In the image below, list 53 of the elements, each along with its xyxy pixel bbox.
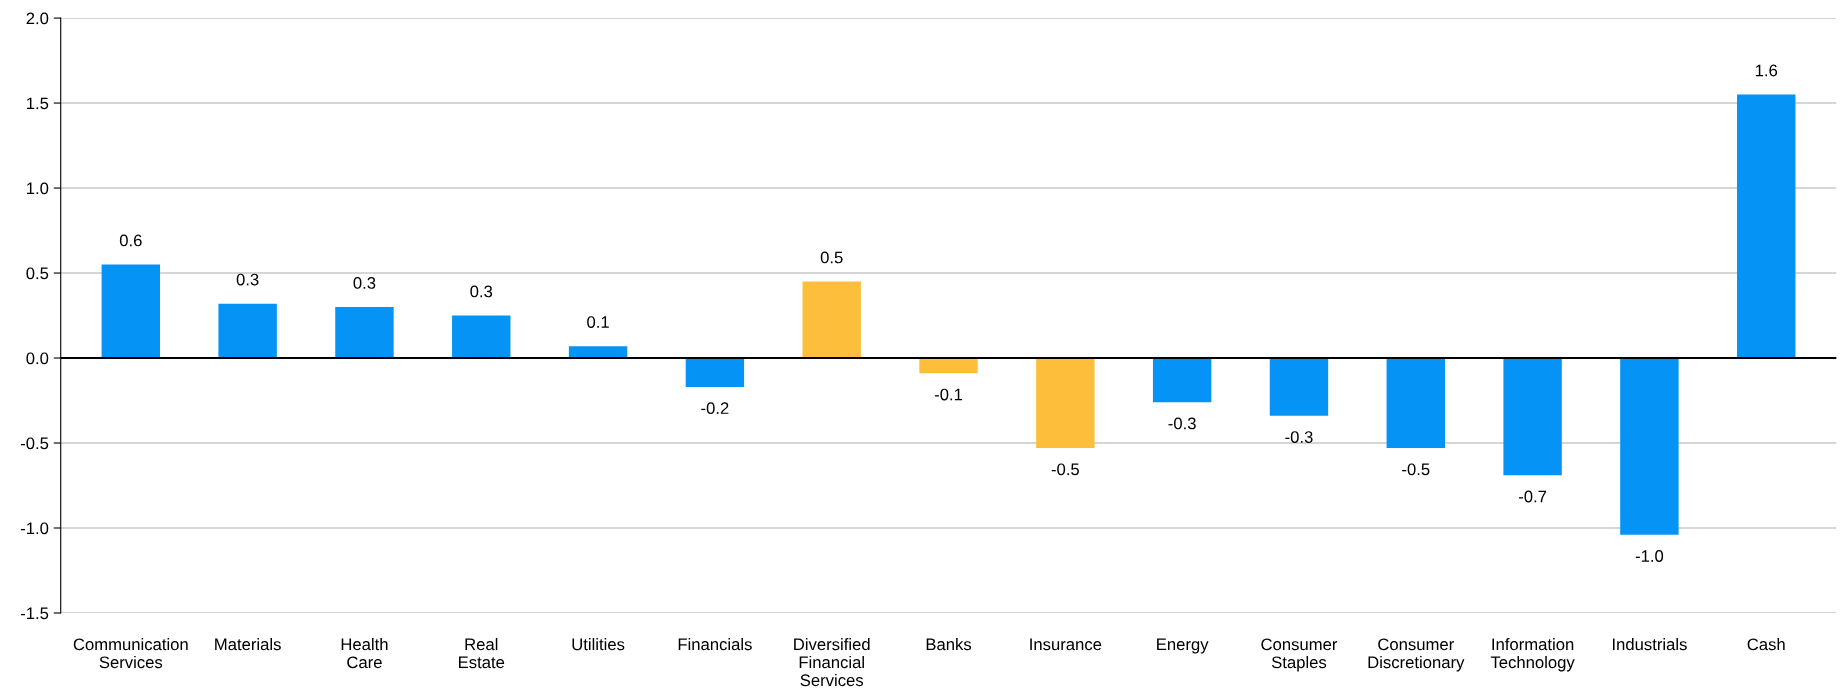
data-label: -0.5 [1402,463,1430,476]
y-tick-label: 2.0 [26,12,49,25]
x-tick-label: Cash [1747,637,1785,651]
data-label: 0.3 [236,273,259,286]
data-label: -0.5 [1051,463,1079,476]
x-tick-label: Utilities [572,637,625,651]
x-tick-label: Communication Services [73,637,188,669]
bar [1386,358,1445,449]
y-tick-label: -1.5 [20,607,49,620]
data-label: -0.2 [701,402,729,415]
y-tick-label: 0.5 [26,267,49,280]
bar [1620,358,1679,535]
x-tick-label: Financials [678,637,752,651]
bar [568,346,628,359]
bar [1269,358,1329,416]
x-tick-label: Information Technology [1490,637,1575,672]
y-tick-label: 0.0 [26,352,49,365]
bar [218,303,277,359]
x-tick-label: Real Estate [459,637,505,669]
data-label: -0.3 [1285,431,1313,443]
data-label: 0.3 [353,277,376,289]
bar [1503,358,1562,476]
x-tick-label: Insurance [1030,638,1102,651]
data-label: 0.1 [587,316,609,328]
data-label: -1.0 [1635,550,1664,562]
data-label: 0.3 [470,285,493,298]
data-label: -0.1 [934,388,963,401]
x-tick-label: Consumer Staples [1261,638,1338,672]
x-tick-label: Health Care [341,637,388,669]
bar [1036,358,1095,449]
bar [335,307,394,359]
bar [919,358,978,374]
bar [452,315,511,359]
bar [1737,94,1796,359]
y-tick-label: -1.0 [20,522,49,535]
x-tick-label: Energy [1157,638,1209,654]
data-label: -0.3 [1168,417,1196,430]
data-label: 0.5 [820,251,843,264]
y-tick-label: 1.5 [27,97,49,110]
data-label: -0.7 [1518,490,1547,503]
x-tick-label: Consumer Discretionary [1368,638,1465,672]
data-label: 1.6 [1755,64,1778,77]
x-tick-label: Diversified Financial Services [794,637,870,687]
y-tick-label: 1.0 [27,182,49,195]
bar [802,281,861,359]
x-tick-label: Materials [215,637,281,651]
bar [1152,358,1212,403]
bar [685,358,745,387]
x-tick-label: Banks [926,637,972,651]
y-tick-label: -0.5 [20,437,49,450]
data-label: 0.6 [119,234,142,247]
bar [101,264,161,359]
x-tick-label: Industrials [1612,637,1687,651]
